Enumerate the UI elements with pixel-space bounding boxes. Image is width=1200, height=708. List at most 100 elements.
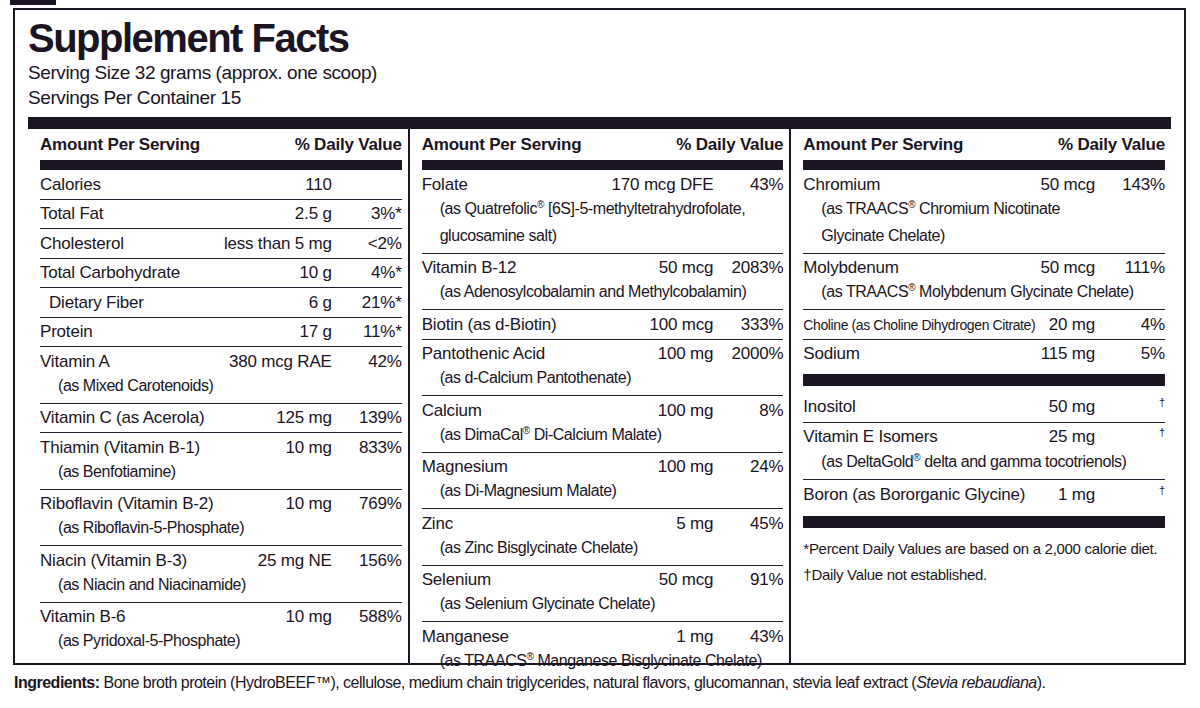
column-1: Amount Per Serving % Daily Value Calorie… [28, 129, 408, 663]
nutrient-row-main: Niacin (Vitamin B-3)25 mg NE156% [40, 550, 402, 572]
nutrient-name: Manganese [422, 626, 677, 648]
nutrient-columns: Amount Per Serving % Daily Value Calorie… [28, 129, 1171, 663]
nutrient-source: (as DeltaGold® delta and gamma tocotrien… [803, 449, 1165, 476]
nutrient-amount: 50 mcg [659, 569, 714, 591]
registered-mark: ® [523, 425, 530, 436]
nutrient-name: Niacin (Vitamin B-3) [40, 550, 258, 572]
nutrient-row: Inositol50 mg† [803, 392, 1165, 422]
nutrient-row-main: Protein17 g11%* [40, 321, 402, 343]
nutrient-dv: 91% [713, 569, 783, 591]
nutrient-row: Total Fat2.5 g3%* [40, 199, 402, 229]
nutrient-row-main: Zinc5 mg45% [422, 513, 784, 535]
nutrient-dv: 3%* [332, 203, 402, 225]
nutrient-row: Manganese1 mg43%(as TRAACS® Manganese Bi… [422, 621, 784, 678]
footnote: *Percent Daily Values are based on a 2,0… [803, 536, 1165, 562]
nutrient-row: Choline (as Choline Dihydrogen Citrate)2… [803, 309, 1165, 339]
nutrient-source: glucosamine salt) [422, 223, 784, 250]
nutrient-dv: 4%* [332, 262, 402, 284]
nutrient-row: Protein17 g11%* [40, 317, 402, 347]
nutrient-amount: 25 mg NE [258, 550, 332, 572]
nutrient-dv: 143% [1095, 174, 1165, 196]
nutrient-name: Dietary Fiber [40, 292, 309, 314]
registered-mark: ® [908, 199, 915, 210]
nutrient-name: Thiamin (Vitamin B-1) [40, 437, 285, 459]
nutrient-row-main: Vitamin B-1250 mcg2083% [422, 257, 784, 279]
nutrient-dv: 333% [713, 314, 783, 336]
nutrient-amount: 100 mcg [650, 314, 714, 336]
daily-value-label: % Daily Value [1058, 135, 1165, 155]
column-header: Amount Per Serving % Daily Value [422, 129, 784, 160]
nutrient-row-main: Calcium100 mg8% [422, 400, 784, 422]
nutrient-source: (as Pyridoxal-5-Phosphate) [40, 628, 402, 655]
nutrient-source: (as Riboflavin-5-Phosphate) [40, 515, 402, 542]
nutrient-dv: 2083% [713, 257, 783, 279]
nutrient-row: Calcium100 mg8%(as DimaCal® Di-Calcium M… [422, 395, 784, 452]
amount-per-serving-label: Amount Per Serving [803, 135, 963, 155]
nutrient-source: (as TRAACS® Manganese Bisglycinate Chela… [422, 648, 784, 675]
nutrient-row: Magnesium100 mg24%(as Di-Magnesium Malat… [422, 452, 784, 509]
nutrient-row: Total Carbohydrate10 g4%* [40, 258, 402, 288]
footnotes: *Percent Daily Values are based on a 2,0… [803, 536, 1165, 588]
nutrient-amount: 1 mg [1058, 484, 1095, 506]
nutrient-row-main: Dietary Fiber6 g21%* [40, 292, 402, 314]
nutrient-row-main: Pantothenic Acid100 mg2000% [422, 343, 784, 365]
nutrient-name: Chromium [803, 174, 1040, 196]
nutrient-source: (as Selenium Glycinate Chelate) [422, 591, 784, 618]
nutrient-row-main: Molybdenum50 mcg111% [803, 257, 1165, 279]
nutrient-dv: 43% [713, 626, 783, 648]
nutrient-name: Zinc [422, 513, 677, 535]
nutrient-name: Pantothenic Acid [422, 343, 658, 365]
nutrient-row-main: Folate170 mcg DFE43% [422, 174, 784, 196]
nutrient-row-main: Vitamin E Isomers25 mg† [803, 426, 1165, 449]
thick-divider-bar [803, 160, 1165, 170]
nutrient-row-main: Inositol50 mg† [803, 396, 1165, 419]
nutrient-name: Molybdenum [803, 257, 1040, 279]
nutrient-name: Biotin (as d-Biotin) [422, 314, 650, 336]
nutrient-dv: 111% [1095, 257, 1165, 279]
daily-value-label: % Daily Value [676, 135, 783, 155]
nutrient-name: Boron (as Bororganic Glycine) [803, 484, 1058, 506]
nutrient-amount: 50 mg [1049, 396, 1095, 418]
nutrient-row: Molybdenum50 mcg111%(as TRAACS® Molybden… [803, 253, 1165, 310]
nutrient-name: Riboflavin (Vitamin B-2) [40, 493, 285, 515]
nutrient-name: Total Fat [40, 203, 295, 225]
nutrient-row-main: Vitamin C (as Acerola)125 mg139% [40, 407, 402, 429]
column-3: Amount Per Serving % Daily Value Chromiu… [789, 129, 1171, 663]
ingredients-line: Ingredients: Bone broth protein (HydroBE… [14, 674, 1194, 692]
nutrient-dv: 42% [332, 351, 402, 373]
nutrient-dv: † [1095, 391, 1165, 413]
nutrient-dv: 139% [332, 407, 402, 429]
nutrient-row-main: Chromium50 mcg143% [803, 174, 1165, 196]
daily-value-label: % Daily Value [295, 135, 402, 155]
facts-panel: Supplement Facts Serving Size 32 grams (… [13, 8, 1186, 665]
nutrient-source: (as DimaCal® Di-Calcium Malate) [422, 422, 784, 449]
nutrient-row-main: Manganese1 mg43% [422, 626, 784, 648]
nutrient-row: Calories110 [40, 170, 402, 199]
nutrient-amount: 50 mcg [1040, 174, 1095, 196]
registered-mark: ® [913, 452, 920, 463]
registered-mark: ® [526, 651, 533, 662]
column-header: Amount Per Serving % Daily Value [803, 129, 1165, 160]
nutrient-rows: Chromium50 mcg143%(as TRAACS® Chromium N… [803, 170, 1165, 588]
nutrient-amount: 2.5 g [295, 203, 332, 225]
nutrient-row: Vitamin A380 mcg RAE42%(as Mixed Caroten… [40, 346, 402, 403]
nutrient-name: Vitamin C (as Acerola) [40, 407, 276, 429]
nutrient-amount: 5 mg [676, 513, 713, 535]
panel-title: Supplement Facts [28, 16, 1171, 60]
nutrient-name: Vitamin A [40, 351, 229, 373]
column-2: Amount Per Serving % Daily Value Folate1… [408, 129, 790, 663]
nutrient-row: Folate170 mcg DFE43%(as Quatrefolic® [6S… [422, 170, 784, 253]
nutrient-row: Vitamin C (as Acerola)125 mg139% [40, 403, 402, 433]
nutrient-row: Riboflavin (Vitamin B-2)10 mg769%(as Rib… [40, 489, 402, 546]
nutrient-row-main: Thiamin (Vitamin B-1)10 mg833% [40, 437, 402, 459]
ingredients-suffix: ). [1037, 674, 1046, 691]
amount-per-serving-label: Amount Per Serving [422, 135, 582, 155]
nutrient-source: (as TRAACS® Molybdenum Glycinate Chelate… [803, 279, 1165, 306]
nutrient-amount: 10 mg [285, 606, 331, 628]
nutrient-row-main: Total Carbohydrate10 g4%* [40, 262, 402, 284]
nutrient-amount: 380 mcg RAE [229, 351, 332, 373]
nutrient-amount: 100 mg [658, 400, 714, 422]
nutrient-name: Inositol [803, 396, 1048, 418]
nutrient-row-main: Boron (as Bororganic Glycine)1 mg† [803, 484, 1165, 507]
nutrient-row-main: Biotin (as d-Biotin)100 mcg333% [422, 314, 784, 336]
